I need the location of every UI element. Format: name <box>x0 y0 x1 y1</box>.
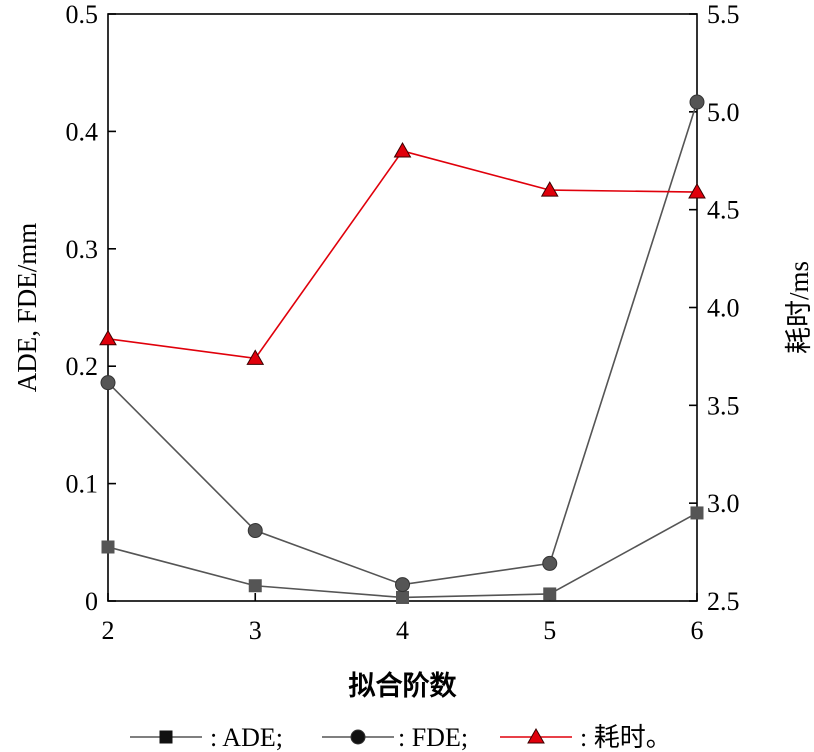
data-point-time <box>246 349 265 365</box>
legend-marker-ade <box>159 730 173 744</box>
y-left-tick-label: 0.2 <box>66 352 99 381</box>
y-right-tick-label: 5.0 <box>707 98 740 127</box>
data-point-fde <box>247 523 263 539</box>
y-left-tick-label: 0.1 <box>66 470 99 499</box>
data-point-time <box>540 181 559 197</box>
tick-marks <box>107 13 698 602</box>
data-point-ade <box>543 587 557 601</box>
legend-label-ade: : ADE; <box>210 723 283 752</box>
y-right-tick-label: 3.5 <box>707 391 740 420</box>
data-point-time <box>99 329 117 346</box>
x-axis-title: 拟合阶数 <box>349 670 458 701</box>
legend-marker-time <box>527 727 545 744</box>
series-lines <box>107 101 698 599</box>
y-left-tick-label: 0.3 <box>66 235 99 264</box>
y-left-axis-title: ADE, FDE/mm <box>12 223 42 393</box>
data-point-fde <box>395 577 410 593</box>
y-right-tick-label: 4.5 <box>707 196 740 225</box>
x-tick-label: 2 <box>102 616 115 645</box>
x-tick-label: 5 <box>543 616 556 645</box>
data-point-fde <box>689 94 705 110</box>
y-right-axis-title: 耗时/ms <box>784 261 814 354</box>
x-tick-label: 6 <box>691 616 704 645</box>
y-left-tick-label: 0 <box>85 587 98 616</box>
y-right-tick-label: 2.5 <box>707 587 740 616</box>
legend-label-time: : 耗时。 <box>580 723 672 752</box>
y-left-tick-label: 0.5 <box>66 0 99 29</box>
plot-frame <box>107 13 698 602</box>
y-right-tick-label: 4.0 <box>707 294 740 323</box>
series-markers <box>99 94 706 604</box>
x-tick-label: 4 <box>396 616 409 645</box>
legend-label-fde: : FDE; <box>398 723 468 752</box>
data-point-time <box>393 141 412 158</box>
data-point-fde <box>542 555 558 571</box>
series-line-fde <box>107 101 698 586</box>
y-left-tick-label: 0.4 <box>66 117 99 146</box>
data-point-ade <box>396 590 409 604</box>
tick-labels: 2 3 4 5 6 0 0.1 0.2 0.3 0.4 0.5 2.5 3.0 3.5 4.0 4.5 5.0 5… <box>66 0 740 645</box>
data-point-time <box>688 183 706 199</box>
data-point-ade <box>690 506 704 520</box>
y-right-tick-label: 3.0 <box>707 489 740 518</box>
series-line-time <box>107 150 698 360</box>
legend-marker-fde <box>350 729 366 745</box>
data-point-ade <box>101 540 115 554</box>
data-point-fde <box>100 375 116 391</box>
data-point-ade <box>248 579 262 593</box>
plot-axes <box>107 13 698 602</box>
x-tick-label: 3 <box>249 616 262 645</box>
y-right-tick-label: 5.5 <box>707 0 740 29</box>
legend: : ADE; : FDE; : 耗时。 <box>130 723 672 752</box>
